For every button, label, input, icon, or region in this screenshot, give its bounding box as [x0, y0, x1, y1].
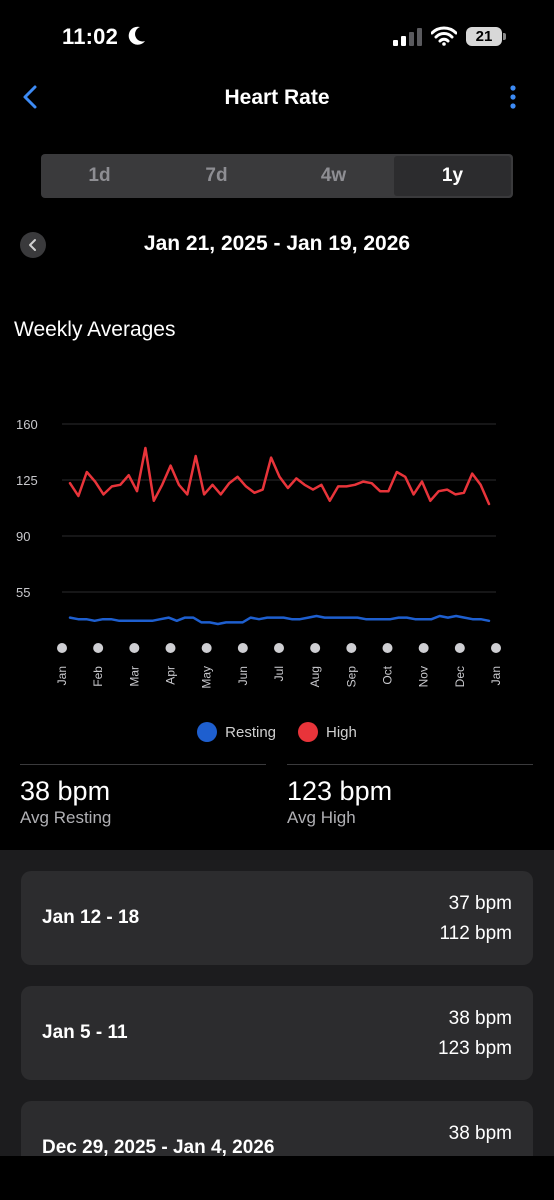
x-tick-label: Sep — [344, 666, 358, 688]
legend-resting-swatch — [197, 722, 218, 742]
x-tick-label: Nov — [417, 666, 431, 687]
y-tick-label: 125 — [16, 473, 38, 488]
series-line-resting — [68, 614, 491, 626]
x-tick-dot — [491, 643, 501, 653]
x-tick-dot — [382, 643, 393, 653]
wifi-icon — [431, 26, 457, 46]
legend-high-swatch — [298, 722, 318, 742]
x-tick-label: Jun — [236, 666, 250, 685]
battery-indicator: 21 — [466, 27, 502, 46]
x-tick-label: Apr — [164, 666, 178, 685]
section-title: Weekly Averages — [14, 318, 176, 341]
week-range: Dec 29, 2025 - Jan 4, 2026 — [42, 1137, 275, 1158]
period-segmented-control: 1d 7d 4w 1y — [41, 154, 513, 198]
summary-divider-right — [287, 764, 533, 765]
y-tick-label: 55 — [16, 585, 30, 600]
x-tick-label: Jan — [489, 666, 503, 685]
x-tick-label: Mar — [127, 666, 141, 687]
x-tick-dot — [346, 643, 357, 653]
x-tick-dot — [93, 643, 104, 653]
list-item[interactable]: Jan 12 - 18 37 bpm 112 bpm — [21, 871, 533, 965]
y-tick-label: 90 — [16, 529, 30, 544]
x-tick-dot — [310, 643, 321, 653]
avg-high-label: Avg High — [287, 808, 356, 827]
x-tick-label: Jan — [55, 666, 69, 685]
summary-divider-left — [20, 764, 266, 765]
week-range: Jan 12 - 18 — [42, 907, 140, 928]
legend-high: High — [298, 722, 357, 742]
tab-1d[interactable]: 1d — [88, 165, 111, 186]
x-tick-dot — [418, 643, 429, 653]
week-resting: 37 bpm — [448, 893, 512, 914]
series-line-high — [68, 446, 491, 506]
x-tick-dot — [57, 643, 67, 653]
moon-icon — [128, 26, 145, 45]
battery-tip — [503, 33, 506, 40]
x-tick-dot — [454, 643, 465, 653]
chart-legend: Resting High — [0, 722, 554, 742]
legend-resting: Resting — [197, 722, 276, 742]
y-tick-label: 160 — [16, 417, 38, 432]
legend-resting-label: Resting — [225, 723, 276, 741]
x-tick-dot — [201, 643, 212, 653]
x-tick-label: May — [200, 666, 214, 689]
week-resting: 38 bpm — [448, 1008, 512, 1029]
x-tick-label: Jul — [272, 666, 286, 681]
x-tick-dot — [129, 643, 140, 653]
x-tick-label: Feb — [91, 666, 105, 687]
cellular-signal-icon — [393, 28, 422, 46]
tab-4w[interactable]: 4w — [320, 165, 347, 186]
week-high: 123 bpm — [438, 1038, 512, 1059]
heart-rate-chart: 160 125 90 55 Jan Feb Mar Apr May Jun Jul Aug Sep Oct… — [16, 417, 503, 689]
tab-1y[interactable]: 1y — [394, 156, 511, 196]
previous-period-button[interactable] — [20, 232, 46, 258]
x-tick-dot — [274, 643, 284, 653]
status-time: 11:02 — [62, 24, 119, 49]
legend-high-label: High — [326, 723, 357, 741]
x-tick-label: Dec — [453, 666, 467, 687]
x-tick-label: Oct — [381, 665, 395, 684]
bottom-area — [0, 1156, 554, 1200]
date-range-label: Jan 21, 2025 - Jan 19, 2026 — [143, 232, 411, 255]
back-chevron-icon[interactable] — [20, 84, 42, 110]
weekly-list: Jan 12 - 18 37 bpm 112 bpm Jan 5 - 11 38… — [0, 850, 554, 1195]
tab-7d[interactable]: 7d — [205, 165, 228, 186]
chevron-left-icon — [29, 239, 36, 251]
week-resting: 38 bpm — [448, 1123, 512, 1144]
x-tick-dot — [237, 643, 248, 653]
avg-resting-label: Avg Resting — [20, 808, 112, 827]
x-tick-dot — [165, 643, 176, 653]
week-range: Jan 5 - 11 — [42, 1022, 128, 1043]
avg-resting-value: 38 bpm — [20, 776, 111, 806]
week-high: 112 bpm — [439, 923, 512, 944]
more-options-icon[interactable] — [508, 84, 518, 110]
avg-high-value: 123 bpm — [287, 776, 393, 806]
list-item[interactable]: Jan 5 - 11 38 bpm 123 bpm — [21, 986, 533, 1080]
page-title: Heart Rate — [224, 86, 330, 109]
x-tick-label: Aug — [308, 666, 322, 687]
